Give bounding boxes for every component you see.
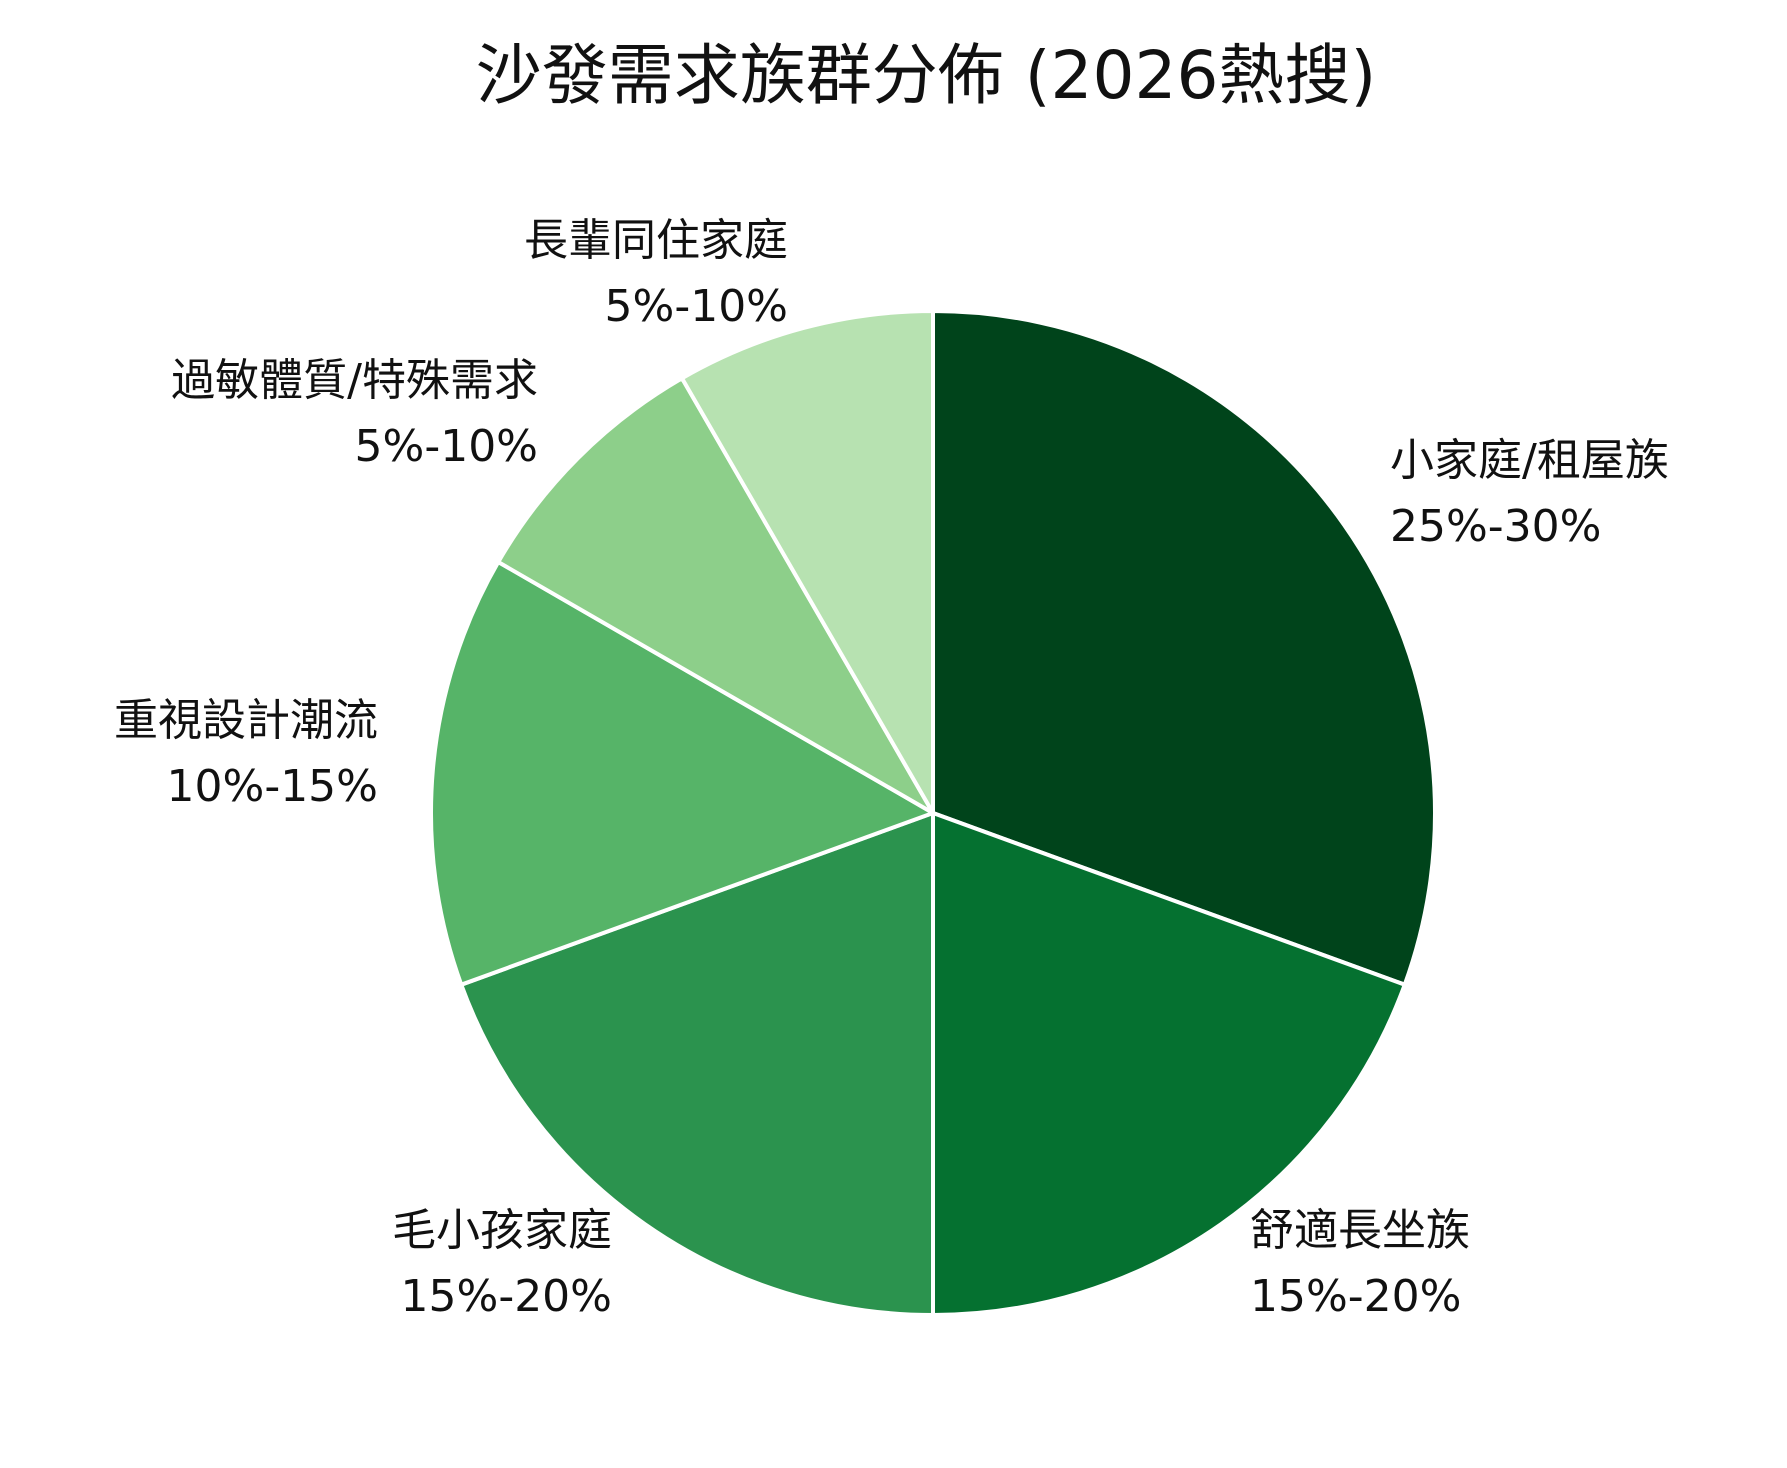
slice-label-name-4: 重視設計潮流 [114,695,378,746]
slice-label-range-3: 15%-20% [401,1271,612,1322]
pie-slices [429,309,1437,1317]
pie-slice-5 [496,376,935,815]
slice-label-name-2: 舒適長坐族 [1250,1205,1470,1256]
pie-slice-4 [429,560,935,987]
slice-label-name-1: 小家庭/租屋族 [1390,435,1669,486]
slice-label-range-1: 25%-30% [1390,501,1601,552]
pie-slice-1 [931,309,1437,987]
pie-slice-2 [931,811,1407,1317]
slice-label-range-5: 5%-10% [355,421,538,472]
slice-label-name-3: 毛小孩家庭 [392,1205,612,1256]
pie-slice-6 [680,309,935,815]
slice-label-range-2: 15%-20% [1250,1271,1461,1322]
slice-label-range-4: 10%-15% [167,761,378,812]
pie-labels: 小家庭/租屋族 25%-30% 舒適長坐族 15%-20% 毛小孩家庭 15%-20% 重視… [114,215,1669,1322]
slice-label-name-6: 長輩同住家庭 [524,215,788,266]
slice-label-name-5: 過敏體質/特殊需求 [171,355,538,406]
slice-label-range-6: 5%-10% [605,281,788,332]
chart-title: 沙發需求族群分佈 (2026熱搜) [476,37,1376,114]
pie-slice-3 [459,811,935,1317]
